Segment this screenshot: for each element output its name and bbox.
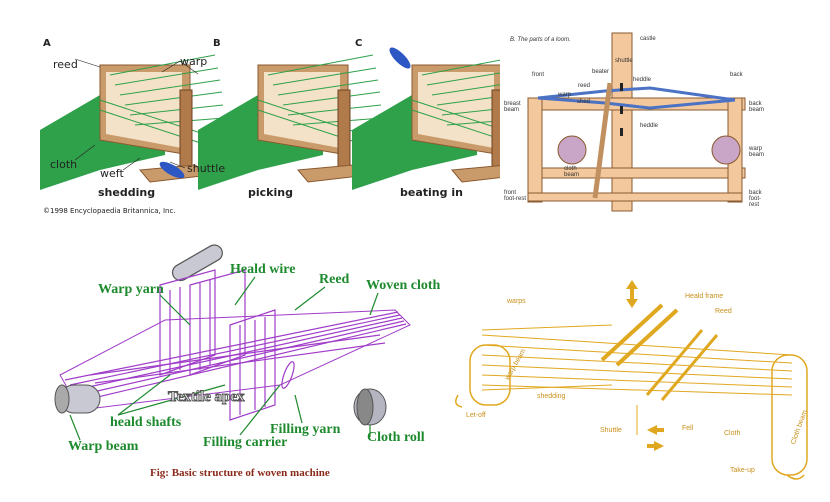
caption-beating-in: beating in [400,186,463,199]
label-castle: castle [640,36,656,42]
shuttle-icon [159,161,185,179]
step-letter-a: A [43,38,51,49]
label-back-foot-rest: back foot-rest [749,190,762,208]
label-back-beam: back beam [749,101,765,113]
label-heald-frame: Heald frame [685,293,724,300]
right-arrow-icon [647,441,664,451]
label-take-up: Take-up [730,467,755,474]
label-warp: warp [180,55,208,68]
label-warps: warps [507,298,526,305]
woven-machine-panel: Warp yarn Heald wire Reed Woven cloth he… [40,225,450,490]
label-heddle-top: heddle [633,77,652,83]
label-woven-cloth: Woven cloth [366,278,441,293]
figure-caption: Fig: Basic structure of woven machine [150,467,330,479]
label-warp-beam: warp beam [749,146,765,158]
label-cloth-beam: cloth beam [564,166,580,178]
step-letter-b: B [213,38,221,49]
label-front-foot-rest: front foot-rest [504,190,527,202]
label-reed: Reed [715,308,732,315]
label-heald-shafts: heald shafts [110,415,182,430]
let-off-arrow-icon [455,394,463,408]
copyright: ©1998 Encyclopaedia Britannica, Inc. [43,207,176,215]
label-reed: Reed [319,272,350,287]
orange-loom-illustration [455,280,808,480]
label-front: front [532,72,545,78]
label-shuttle: shuttle [615,58,633,64]
watermark: Textile apex [168,389,246,405]
label-shuttle: shuttle [187,162,226,175]
label-shedding: shedding [537,393,566,400]
figure-title: B. The parts of a loom. [510,37,571,43]
take-up-arrow-icon [786,474,805,480]
shuttle-icon [389,47,411,69]
label-shed: shed [577,99,591,105]
caption-shedding: shedding [98,186,156,199]
label-breast-beam: breast beam [504,101,521,113]
label-heald-wire: Heald wire [230,262,296,277]
label-filling-carrier: Filling carrier [203,435,288,450]
label-shuttle: Shuttle [600,427,622,434]
label-reed: reed [578,83,591,89]
up-down-arrow-icon [626,280,638,308]
left-arrow-icon [647,425,664,435]
label-cloth: Cloth [724,430,741,437]
label-beater: beater [592,69,610,75]
parts-of-loom-panel: B. The parts of a loom. castle front bac… [500,28,770,212]
cloth-beam-roll [557,135,587,165]
warp-beam-roll [711,135,741,165]
loom-side-view [527,32,746,212]
woven-machine-illustration [54,244,411,441]
label-filling-yarn: Filling yarn [270,422,341,437]
label-reed: reed [53,58,78,71]
caption-picking: picking [248,186,293,199]
label-cloth: cloth [50,158,78,171]
step-letter-c: C [355,38,363,49]
label-warp-beam: Warp beam [68,439,139,454]
label-warp: warp [558,92,572,98]
label-warp-yarn: Warp yarn [98,282,164,297]
label-let-off: Let-off [466,412,486,419]
orange-loom-panel: warps Heald frame Reed warp beam sheddin… [452,275,822,485]
britannica-loom-panel: A B C reed warp cloth weft shuttle shedd… [30,30,500,220]
label-heddle-bottom: heddle [640,123,659,129]
label-weft: weft [100,167,124,180]
label-cloth-roll: Cloth roll [367,430,425,445]
loom-illustrations [40,47,500,191]
label-back: back [730,72,743,78]
label-fell: Fell [682,425,694,432]
